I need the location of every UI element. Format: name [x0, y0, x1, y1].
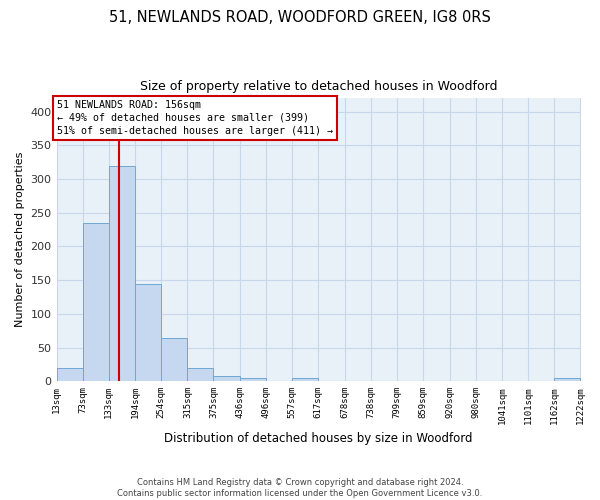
Bar — [214, 376, 240, 381]
Title: Size of property relative to detached houses in Woodford: Size of property relative to detached ho… — [140, 80, 497, 93]
Bar — [135, 284, 161, 381]
Text: 51, NEWLANDS ROAD, WOODFORD GREEN, IG8 0RS: 51, NEWLANDS ROAD, WOODFORD GREEN, IG8 0… — [109, 10, 491, 25]
X-axis label: Distribution of detached houses by size in Woodford: Distribution of detached houses by size … — [164, 432, 473, 445]
Y-axis label: Number of detached properties: Number of detached properties — [15, 152, 25, 328]
Bar — [554, 378, 580, 381]
Bar — [109, 166, 135, 381]
Bar — [56, 368, 83, 381]
Bar — [161, 338, 187, 381]
Bar — [83, 223, 109, 381]
Bar — [292, 378, 319, 381]
Text: Contains HM Land Registry data © Crown copyright and database right 2024.
Contai: Contains HM Land Registry data © Crown c… — [118, 478, 482, 498]
Text: 51 NEWLANDS ROAD: 156sqm
← 49% of detached houses are smaller (399)
51% of semi-: 51 NEWLANDS ROAD: 156sqm ← 49% of detach… — [58, 100, 334, 136]
Bar — [187, 368, 214, 381]
Bar — [240, 378, 266, 381]
